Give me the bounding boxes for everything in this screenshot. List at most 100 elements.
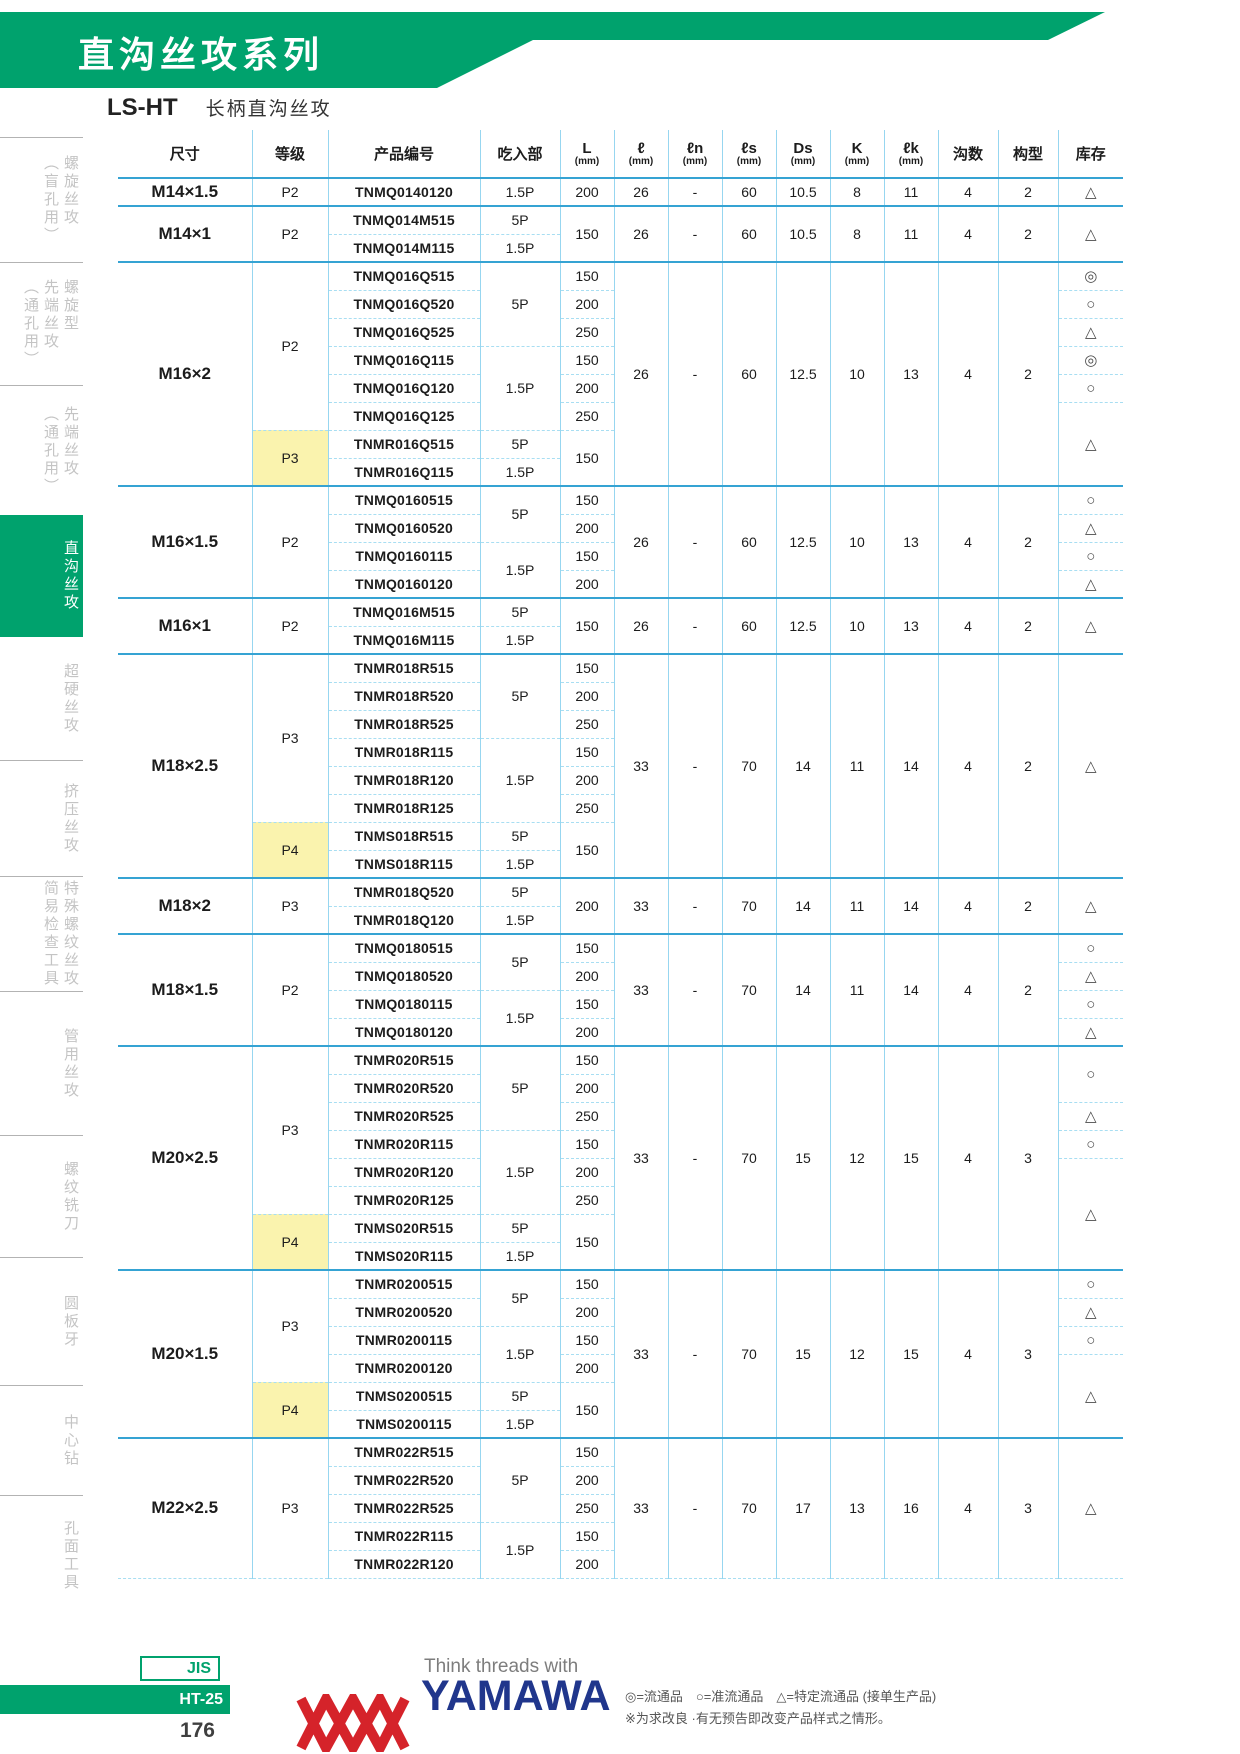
cell-k: 11 <box>829 653 885 878</box>
cell-grade: P3 <box>251 429 329 486</box>
cell-form: 2 <box>997 177 1059 206</box>
cell-length: 200 <box>559 681 615 710</box>
cell-l: 33 <box>613 1045 669 1270</box>
cell-ds: 12.5 <box>775 261 831 486</box>
cell-chamfer: 5P <box>479 485 561 542</box>
cell-ln: - <box>667 933 723 1046</box>
sidebar-item-label: 螺旋型 先端丝攻 （通孔用） <box>22 279 79 369</box>
cell-product: TNMR018R525 <box>327 709 481 738</box>
cell-form: 3 <box>997 1269 1059 1438</box>
table-row: TNMR020R520 200 <box>118 1073 1123 1102</box>
table-row: TNMQ016Q120 200 ○ <box>118 373 1123 402</box>
cell-ds: 15 <box>775 1269 831 1438</box>
cell-flutes: 4 <box>937 1269 999 1438</box>
column-header: 等级 <box>251 130 329 179</box>
cell-lk: 13 <box>883 261 939 486</box>
cell-length: 200 <box>559 1073 615 1102</box>
cell-length: 250 <box>559 1185 615 1214</box>
cell-chamfer: 5P <box>479 877 561 906</box>
cell-size: M14×1.5 <box>118 177 253 206</box>
cell-length: 150 <box>559 541 615 570</box>
cell-ds: 10.5 <box>775 205 831 262</box>
cell-lk: 14 <box>883 653 939 878</box>
cell-size: M22×2.5 <box>118 1437 253 1579</box>
cell-product: TNMR020R125 <box>327 1185 481 1214</box>
sidebar-item-label: 管用丝攻 <box>62 1027 79 1100</box>
cell-product: TNMQ016Q525 <box>327 317 481 346</box>
cell-flutes: 4 <box>937 1437 999 1579</box>
cell-length: 200 <box>559 1297 615 1326</box>
cell-l: 33 <box>613 1437 669 1579</box>
cell-product: TNMR018R125 <box>327 793 481 822</box>
table-row: TNMS018R115 1.5P <box>118 849 1123 878</box>
cell-flutes: 4 <box>937 877 999 934</box>
table-row: TNMQ016Q525 250 △ <box>118 317 1123 346</box>
cell-lk: 14 <box>883 877 939 934</box>
cell-stock: ○ <box>1057 373 1123 402</box>
cell-length: 200 <box>559 961 615 990</box>
cell-length: 200 <box>559 373 615 402</box>
cell-product: TNMQ0180520 <box>327 961 481 990</box>
column-header: 沟数 <box>937 130 999 179</box>
cell-product: TNMR020R120 <box>327 1157 481 1186</box>
cell-ln: - <box>667 597 723 654</box>
cell-stock: ○ <box>1057 989 1123 1018</box>
cell-size: M16×2 <box>118 261 253 486</box>
cell-length: 150 <box>559 1521 615 1551</box>
cell-chamfer: 5P <box>479 1269 561 1326</box>
table-row: M18×2 P3 TNMR018Q520 5P 200 33-70 14 11 14 4 2 △ <box>118 877 1123 934</box>
cell-ln: - <box>667 177 723 206</box>
cell-size: M20×2.5 <box>118 1045 253 1270</box>
cell-grade: P3 <box>251 877 329 934</box>
table-row: TNMR022R115 1.5P 150 <box>118 1521 1123 1579</box>
cell-product: TNMS018R515 <box>327 821 481 850</box>
cell-ln: - <box>667 653 723 878</box>
sidebar: 螺旋丝攻 （盲孔用） 螺旋型 先端丝攻 （通孔用） 先端丝攻 （通孔用） 直沟丝攻 超硬… <box>0 137 83 1615</box>
cell-l: 26 <box>613 205 669 262</box>
cell-chamfer: 1.5P <box>479 1325 561 1382</box>
cell-product: TNMQ0180515 <box>327 933 481 962</box>
cell-chamfer: 1.5P <box>479 1129 561 1214</box>
cell-chamfer: 1.5P <box>479 849 561 878</box>
cell-size: M20×1.5 <box>118 1269 253 1438</box>
table-row: TNMR020R525 250 △ <box>118 1101 1123 1130</box>
spec-table-wrap: 尺寸 等级 产品编号 吃入部 L (mm) ℓ (mm) ℓn (mm) ℓs (mm) Ds (mm) K… <box>118 130 1123 1579</box>
cell-product: TNMQ014M515 <box>327 205 481 234</box>
table-row: TNMQ0180115 1.5P 150 ○ <box>118 989 1123 1046</box>
cell-product: TNMR018R120 <box>327 765 481 794</box>
cell-product: TNMR020R520 <box>327 1073 481 1102</box>
sidebar-item-label: 圆板牙 <box>62 1294 79 1349</box>
cell-product: TNMQ016Q515 <box>327 261 481 290</box>
cell-flutes: 4 <box>937 1045 999 1270</box>
column-header: Ds (mm) <box>775 130 831 179</box>
cell-stock: △ <box>1057 1157 1123 1270</box>
cell-stock: ○ <box>1057 289 1123 318</box>
cell-product: TNMR020R525 <box>327 1101 481 1130</box>
cell-l: 33 <box>613 653 669 878</box>
cell-stock: ◎ <box>1057 261 1123 290</box>
cell-l: 26 <box>613 261 669 486</box>
cell-ls: 70 <box>721 933 777 1046</box>
cell-ln: - <box>667 877 723 934</box>
cell-product: TNMR020R115 <box>327 1129 481 1158</box>
cell-length: 200 <box>559 513 615 542</box>
table-row: P4 TNMS018R515 5P 150 <box>118 821 1123 878</box>
cell-length: 150 <box>559 933 615 962</box>
table-row: M22×2.5 P3 TNMR022R515 5P 150 33-70 17 13 16 4 3 △ <box>118 1437 1123 1579</box>
cell-l: 26 <box>613 597 669 654</box>
sidebar-item-label: 超硬丝攻 <box>62 662 79 735</box>
cell-flutes: 4 <box>937 261 999 486</box>
cell-ln: - <box>667 205 723 262</box>
sidebar-item-label: 挤压丝攻 <box>62 782 79 855</box>
cell-k: 12 <box>829 1269 885 1438</box>
table-row: TNMR022R520 200 <box>118 1465 1123 1495</box>
sidebar-item-label: 孔面工具 <box>62 1519 79 1592</box>
cell-length: 150 <box>559 205 615 262</box>
table-row: TNMQ016Q115 1.5P 150 ◎ <box>118 345 1123 430</box>
column-header: ℓk (mm) <box>883 130 939 179</box>
table-row: TNMR022R120 200 <box>118 1549 1123 1579</box>
cell-product: TNMR0200115 <box>327 1325 481 1354</box>
table-row: TNMR0200120 200 △ <box>118 1353 1123 1438</box>
cell-l: 33 <box>613 1269 669 1438</box>
cell-k: 13 <box>829 1437 885 1579</box>
